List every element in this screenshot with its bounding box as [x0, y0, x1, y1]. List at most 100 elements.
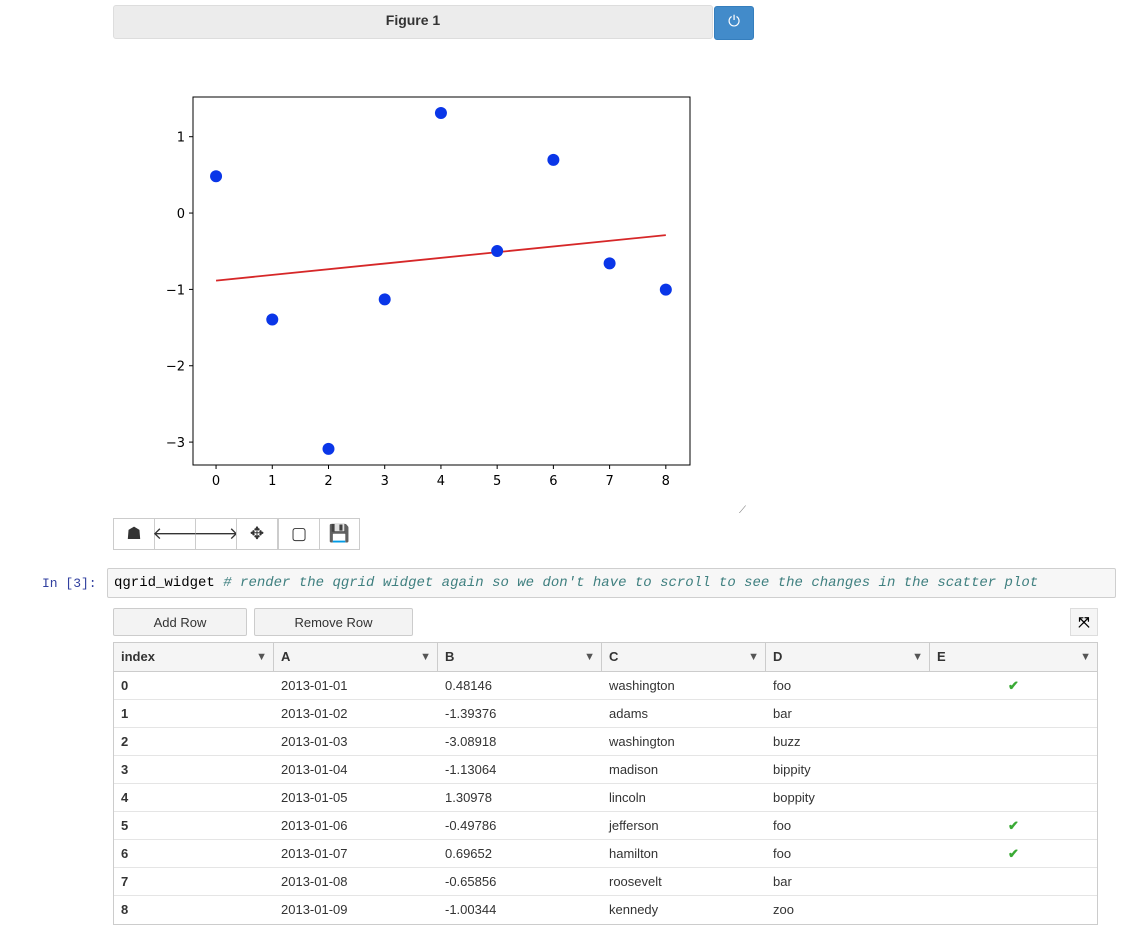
cell-B[interactable]: -3.08918: [445, 734, 497, 749]
column-label: B: [445, 649, 455, 664]
cell-A[interactable]: 2013-01-01: [281, 678, 348, 693]
code-input[interactable]: qgrid_widget # render the qgrid widget a…: [107, 568, 1116, 598]
table-row[interactable]: 5 2013-01-06 -0.49786 jefferson foo ✔: [114, 812, 1097, 840]
cell-C[interactable]: washington: [609, 734, 675, 749]
cell-B[interactable]: -1.00344: [445, 902, 497, 917]
filter-icon[interactable]: ▼: [584, 651, 595, 663]
cell-D[interactable]: foo: [773, 678, 792, 693]
y-tick-label: −1: [166, 283, 185, 298]
filter-icon[interactable]: ▼: [420, 651, 431, 663]
cell-A[interactable]: 2013-01-06: [281, 818, 348, 833]
cell-D[interactable]: foo: [773, 818, 792, 833]
cell-E[interactable]: [930, 896, 1097, 924]
cell-index[interactable]: 8: [121, 902, 129, 917]
column-header-B[interactable]: B ▼: [438, 643, 602, 671]
filter-icon[interactable]: ▼: [256, 651, 267, 663]
table-row[interactable]: 1 2013-01-02 -1.39376 adams bar: [114, 700, 1097, 728]
cell-A[interactable]: 2013-01-07: [281, 846, 348, 861]
cell-B[interactable]: 1.30978: [445, 790, 492, 805]
save-button[interactable]: 💾: [319, 518, 360, 550]
column-header-C[interactable]: C ▼: [602, 643, 766, 671]
cell-B[interactable]: -0.49786: [445, 818, 497, 833]
home-button[interactable]: ☗: [113, 518, 155, 550]
add-row-button[interactable]: Add Row: [113, 608, 247, 636]
cell-C[interactable]: washington: [609, 678, 675, 693]
cell-index[interactable]: 1: [121, 706, 129, 721]
cell-D[interactable]: bar: [773, 706, 792, 721]
table-row[interactable]: 0 2013-01-01 0.48146 washington foo ✔: [114, 672, 1097, 700]
table-row[interactable]: 8 2013-01-09 -1.00344 kennedy zoo: [114, 896, 1097, 924]
scatter-chart: 0 1 2 3 4 5 6 7 8 1 0 −1 −2 −3: [166, 96, 691, 489]
cell-B[interactable]: -0.65856: [445, 874, 497, 889]
cell-index[interactable]: 5: [121, 818, 129, 833]
close-figure-button[interactable]: ⏻: [714, 6, 754, 40]
table-row[interactable]: 6 2013-01-07 0.69652 hamilton foo ✔: [114, 840, 1097, 868]
cell-D[interactable]: bar: [773, 874, 792, 889]
cell-E[interactable]: ✔: [930, 812, 1097, 839]
cell-B[interactable]: -1.13064: [445, 762, 497, 777]
cell-B[interactable]: -1.39376: [445, 706, 497, 721]
cell-E[interactable]: [930, 700, 1097, 727]
cell-D[interactable]: bippity: [773, 762, 811, 777]
cell-index[interactable]: 0: [121, 678, 129, 693]
forward-button[interactable]: 🡒: [193, 518, 239, 550]
save-icon: 💾: [328, 524, 351, 543]
cell-index[interactable]: 7: [121, 874, 129, 889]
data-point: [378, 293, 391, 306]
column-header-D[interactable]: D ▼: [766, 643, 930, 671]
cell-index[interactable]: 3: [121, 762, 129, 777]
data-point: [659, 283, 672, 296]
cell-C[interactable]: hamilton: [609, 846, 659, 861]
cell-E[interactable]: ✔: [930, 840, 1097, 867]
cell-index[interactable]: 4: [121, 790, 129, 805]
cell-E[interactable]: [930, 784, 1097, 811]
x-tick-label: 2: [324, 474, 332, 489]
cell-E[interactable]: [930, 868, 1097, 895]
cell-index[interactable]: 2: [121, 734, 129, 749]
cell-C[interactable]: roosevelt: [609, 874, 662, 889]
table-row[interactable]: 4 2013-01-05 1.30978 lincoln boppity: [114, 784, 1097, 812]
cell-D[interactable]: zoo: [773, 902, 794, 917]
zoom-rect-button[interactable]: ▢: [278, 518, 320, 550]
x-tick-label: 3: [381, 474, 389, 489]
cell-E[interactable]: [930, 728, 1097, 755]
fullscreen-button[interactable]: ⤧: [1070, 608, 1098, 636]
cell-A[interactable]: 2013-01-04: [281, 762, 348, 777]
cell-A[interactable]: 2013-01-08: [281, 874, 348, 889]
cell-C[interactable]: adams: [609, 706, 649, 721]
table-row[interactable]: 7 2013-01-08 -0.65856 roosevelt bar: [114, 868, 1097, 896]
cell-E[interactable]: ✔: [930, 672, 1097, 699]
cell-C[interactable]: jefferson: [609, 818, 659, 833]
cell-A[interactable]: 2013-01-05: [281, 790, 348, 805]
cell-B[interactable]: 0.69652: [445, 846, 492, 861]
back-button[interactable]: 🡐: [152, 518, 198, 550]
cell-C[interactable]: lincoln: [609, 790, 646, 805]
cell-E[interactable]: [930, 756, 1097, 783]
filter-icon[interactable]: ▼: [912, 651, 923, 663]
column-header-E[interactable]: E ▼: [930, 643, 1097, 671]
cell-D[interactable]: boppity: [773, 790, 815, 805]
cell-A[interactable]: 2013-01-02: [281, 706, 348, 721]
remove-row-button[interactable]: Remove Row: [254, 608, 413, 636]
filter-icon[interactable]: ▼: [748, 651, 759, 663]
pan-button[interactable]: ✥: [236, 518, 278, 550]
resize-handle-icon[interactable]: ⟋: [739, 505, 746, 516]
filter-icon[interactable]: ▼: [1080, 651, 1091, 663]
table-row[interactable]: 2 2013-01-03 -3.08918 washington buzz: [114, 728, 1097, 756]
cell-C[interactable]: kennedy: [609, 902, 659, 917]
column-header-index[interactable]: index ▼: [114, 643, 274, 671]
expand-icon: ⤧: [1078, 614, 1090, 630]
cell-C[interactable]: madison: [609, 762, 659, 777]
table-row[interactable]: 3 2013-01-04 -1.13064 madison bippity: [114, 756, 1097, 784]
cell-index[interactable]: 6: [121, 846, 129, 861]
y-tick-label: 1: [177, 131, 185, 146]
data-point: [322, 442, 335, 455]
check-icon: ✔: [1008, 818, 1019, 833]
cell-D[interactable]: foo: [773, 846, 792, 861]
cell-A[interactable]: 2013-01-03: [281, 734, 348, 749]
cell-A[interactable]: 2013-01-09: [281, 902, 348, 917]
column-header-A[interactable]: A ▼: [274, 643, 438, 671]
x-tick-label: 0: [212, 474, 220, 489]
cell-B[interactable]: 0.48146: [445, 678, 492, 693]
cell-D[interactable]: buzz: [773, 734, 801, 749]
